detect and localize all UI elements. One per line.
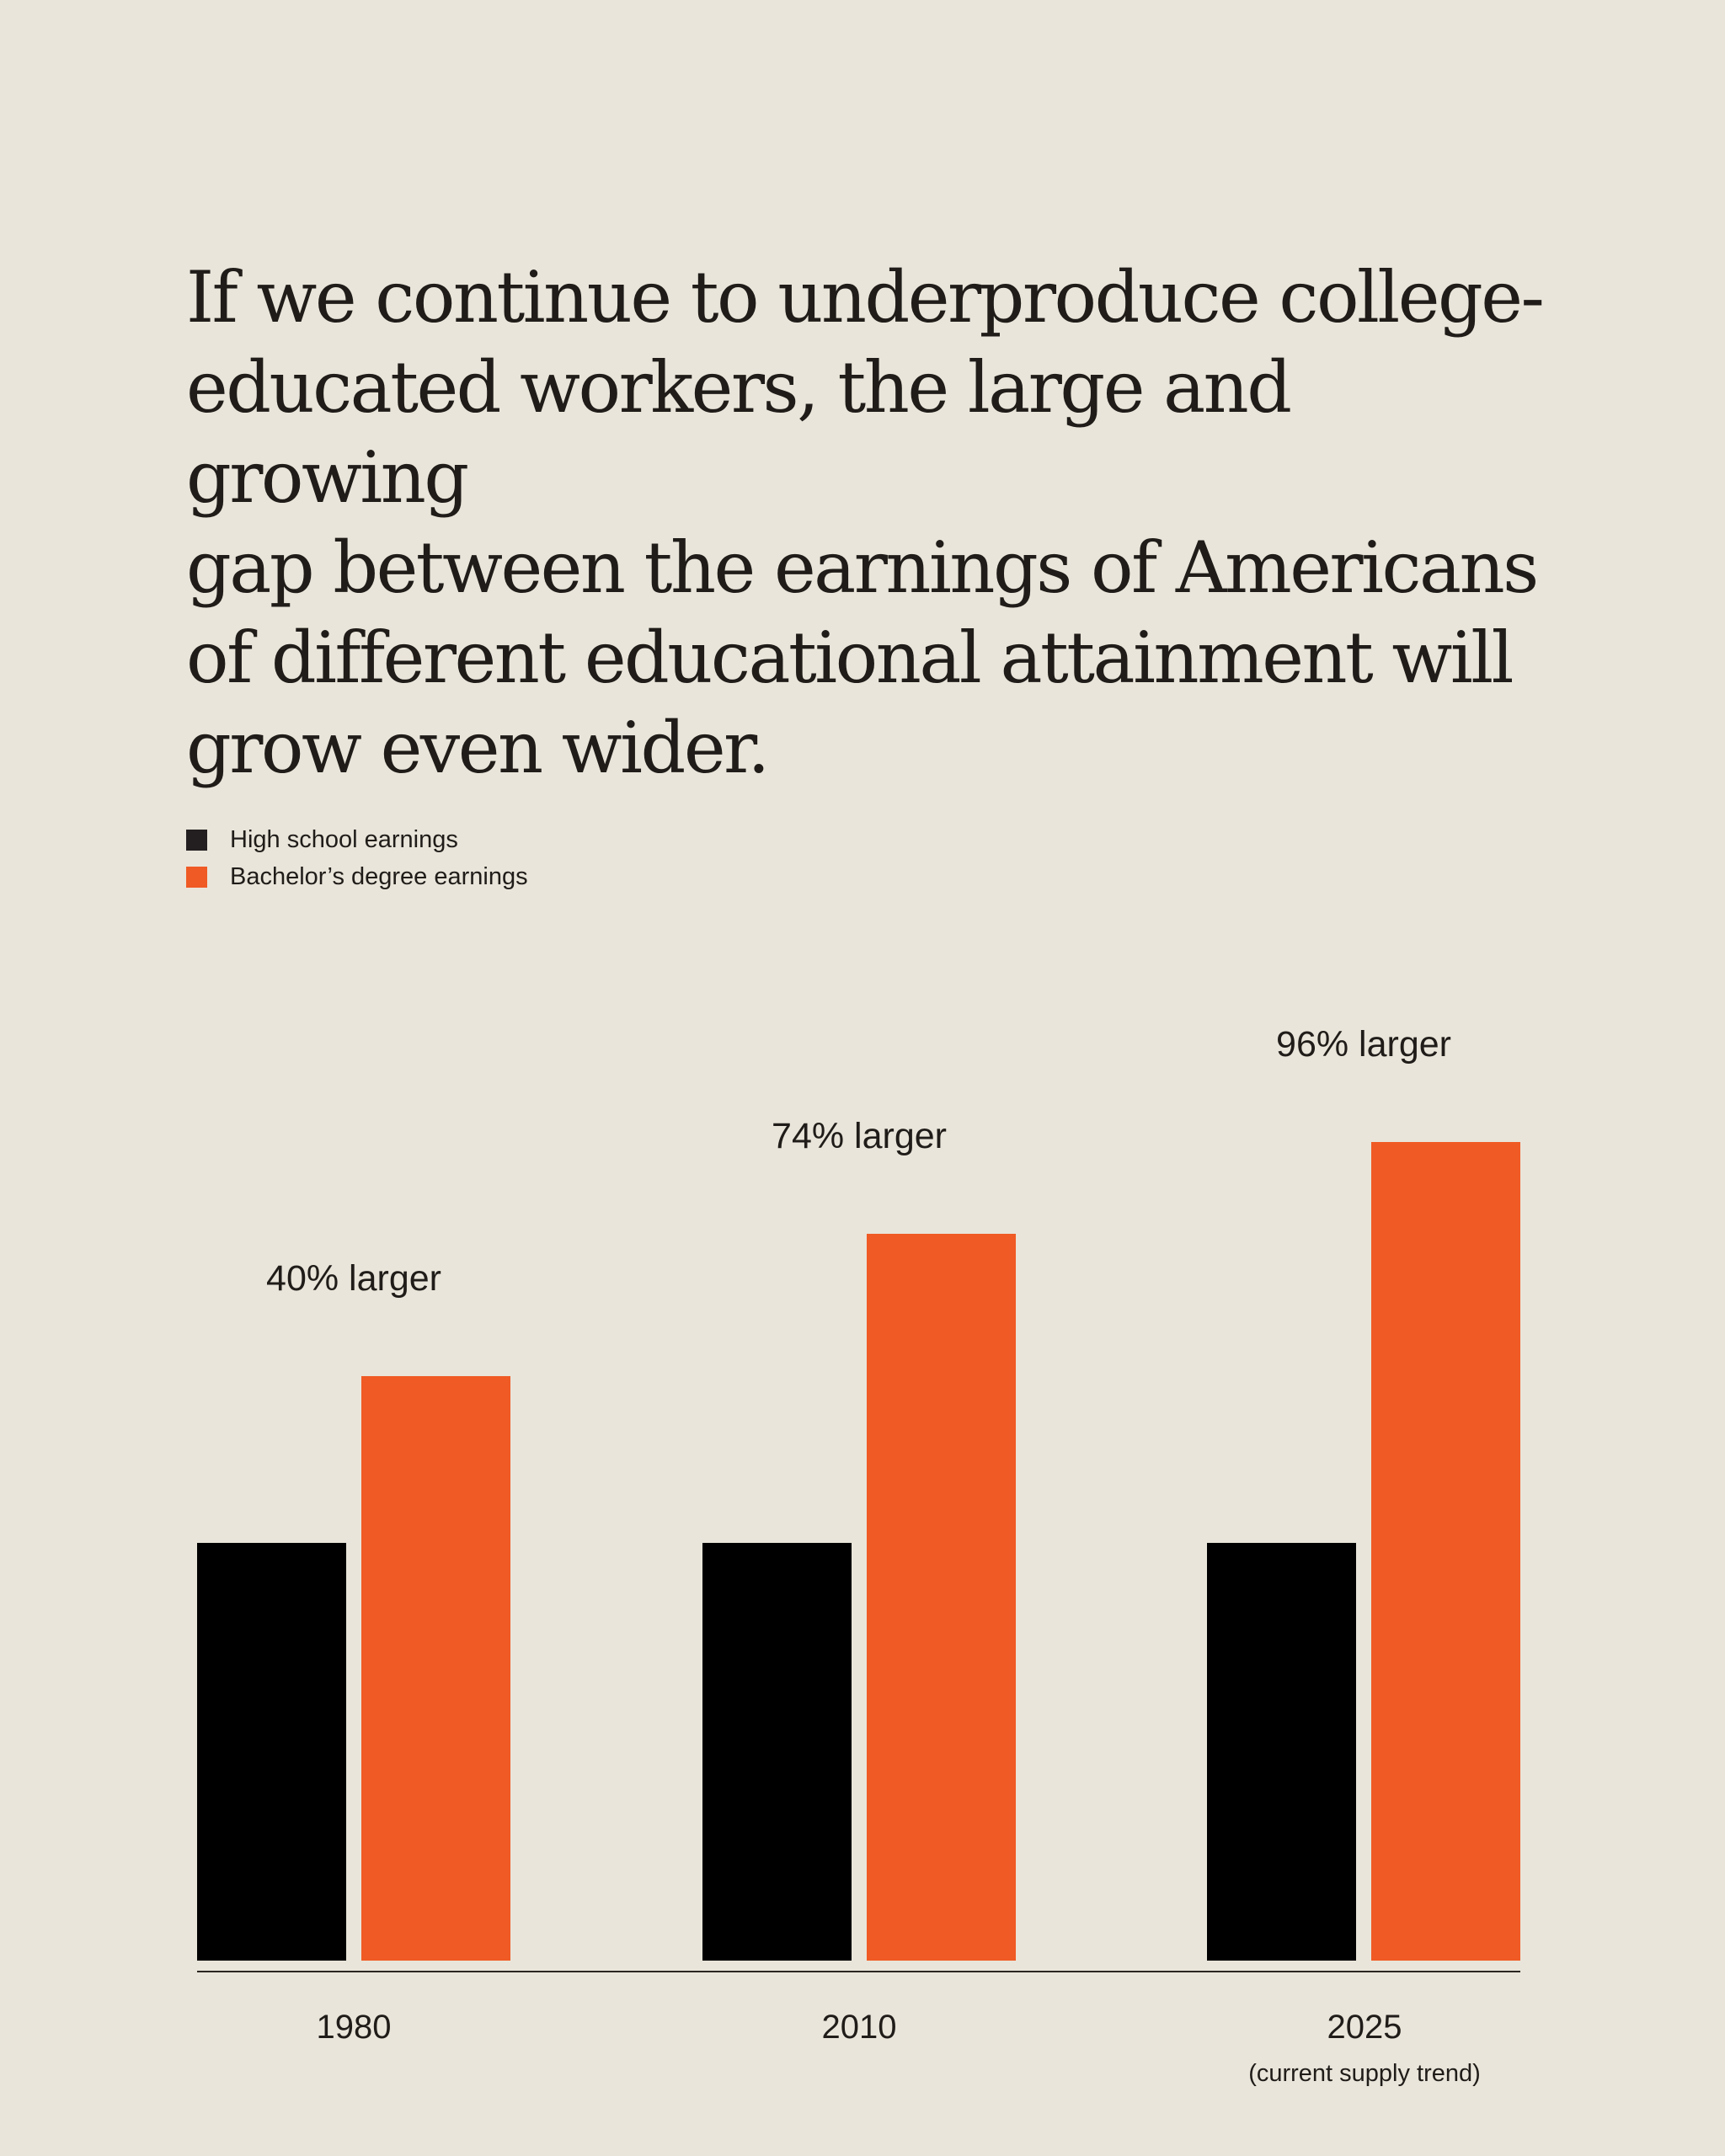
bar-high-school	[197, 1543, 346, 1961]
headline-line-3: gap between the earnings of Americans	[186, 526, 1539, 609]
x-axis-sublabel: (current supply trend)	[1248, 2060, 1481, 2087]
headline-line-5: grow even wider.	[186, 707, 770, 789]
bar-high-school	[1207, 1543, 1356, 1961]
legend-label: Bachelor’s degree earnings	[230, 862, 528, 890]
gap-annotation: 96% larger	[1276, 1023, 1451, 1065]
bar-bachelors	[1371, 1141, 1520, 1961]
bar-bachelors	[361, 1375, 510, 1961]
legend-item-high-school: High school earnings	[186, 821, 528, 858]
x-axis-label: 1980	[316, 2009, 392, 2046]
bar-bachelors	[867, 1233, 1016, 1961]
gap-annotation: 74% larger	[772, 1115, 947, 1156]
headline-line-4: of different educational attainment will	[186, 616, 1514, 699]
bar-high-school	[702, 1543, 852, 1961]
x-axis-label: 2025	[1327, 2009, 1402, 2046]
headline-line-1: If we continue to underproduce college-	[186, 256, 1545, 339]
legend-item-bachelors: Bachelor’s degree earnings	[186, 858, 528, 895]
x-axis-label: 2010	[821, 2009, 897, 2046]
legend-swatch-bachelors	[186, 866, 207, 888]
headline: If we continue to underproduce college- …	[186, 253, 1567, 793]
headline-line-2: educated workers, the large and growing	[186, 346, 1292, 519]
x-axis-baseline	[197, 1971, 1520, 1972]
legend-swatch-high-school	[186, 829, 207, 851]
legend-label: High school earnings	[230, 825, 458, 853]
legend: High school earnings Bachelor’s degree e…	[186, 821, 528, 895]
gap-annotation: 40% larger	[266, 1257, 441, 1299]
